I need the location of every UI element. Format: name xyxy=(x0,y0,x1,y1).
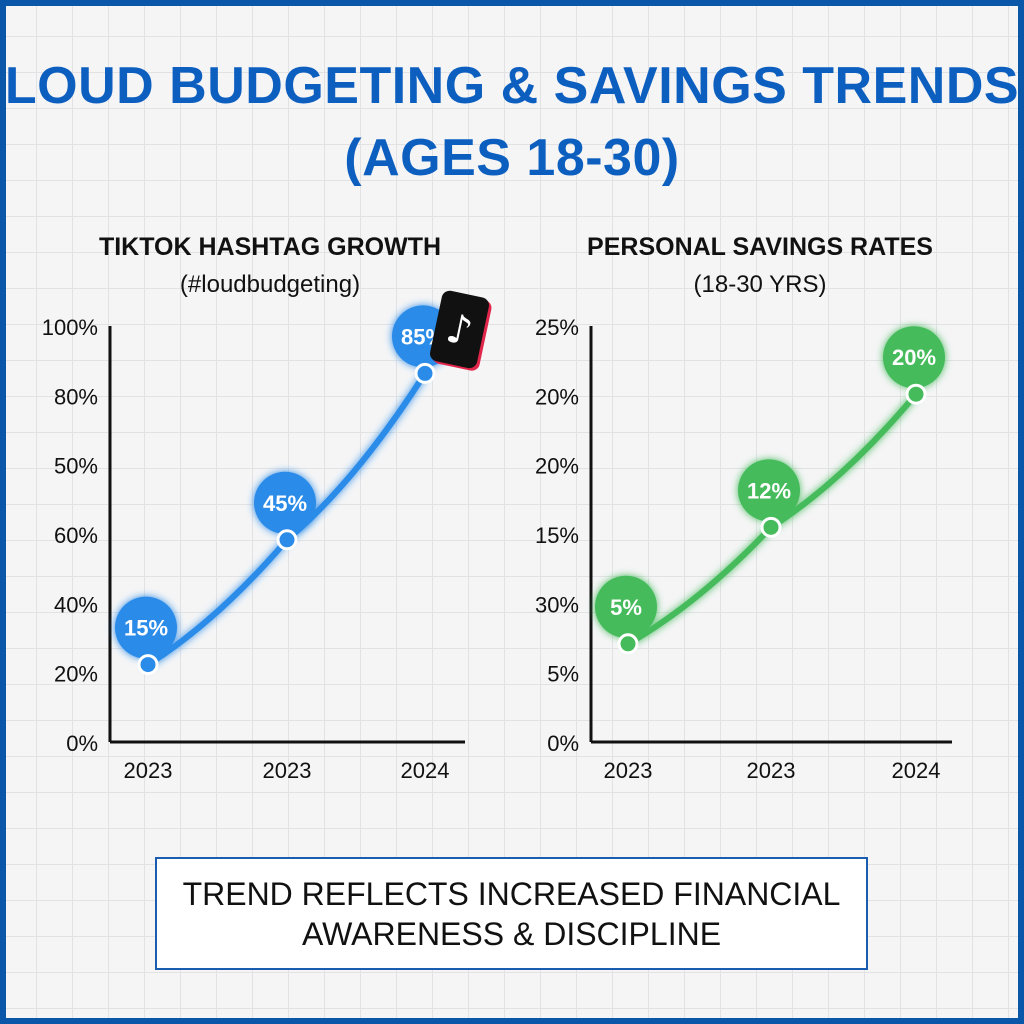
data-point xyxy=(414,362,436,384)
y-tick-label: 15% xyxy=(535,523,579,548)
data-label-bubble xyxy=(883,326,945,389)
y-tick-label: 5% xyxy=(547,662,579,687)
y-tick-label: 80% xyxy=(54,384,98,409)
x-tick-label: 2023 xyxy=(604,758,653,783)
y-tick-label: 30% xyxy=(535,592,579,617)
left-chart-title: TIKTOK HASHTAG GROWTH xyxy=(98,233,442,261)
right-chart-title: PERSONAL SAVINGS RATES xyxy=(587,233,933,261)
y-tick-label: 25% xyxy=(535,315,579,340)
savings-chart: 0% 5% 30% 15% 20% 20% 25% 2023 2023 2024 5% 12% 20% xyxy=(535,315,952,783)
y-tick-label: 20% xyxy=(535,454,579,479)
data-label-bubble xyxy=(254,471,316,534)
x-tick-label: 2023 xyxy=(263,758,312,783)
hashtag-chart: 0%20%40%60%50%80%100%2023 2023 202415%45%8… xyxy=(42,305,465,783)
summary-note: TREND REFLECTS INCREASED FINANCIAL AWARE… xyxy=(155,857,868,970)
data-point xyxy=(905,383,927,405)
tiktok-phone-icon: ♪ xyxy=(430,290,492,371)
x-tick-label: 2024 xyxy=(892,758,941,783)
x-tick-label: 2023 xyxy=(124,758,173,783)
data-point xyxy=(760,516,782,538)
data-point xyxy=(617,633,639,655)
y-tick-label: 0% xyxy=(547,731,579,756)
y-tick-label: 100% xyxy=(42,315,98,340)
data-label: 5% xyxy=(610,595,642,620)
y-tick-label: 40% xyxy=(54,592,98,617)
data-label-bubble xyxy=(738,459,800,522)
data-label-bubble xyxy=(595,575,657,638)
data-point xyxy=(137,654,159,676)
right-chart-subtitle: (18-30 YRS) xyxy=(693,271,827,298)
page-title: LOUD BUDGETING & SAVINGS TRENDS (AGES 18… xyxy=(4,57,1020,187)
x-tick-label: 2024 xyxy=(401,758,450,783)
data-label: 15% xyxy=(124,616,168,641)
left-chart-subtitle: (#loudbudgeting) xyxy=(179,271,361,298)
data-label: 12% xyxy=(747,478,791,503)
y-tick-label: 20% xyxy=(54,662,98,687)
data-label: 45% xyxy=(263,491,307,516)
y-tick-label: 60% xyxy=(54,523,98,548)
data-label: 20% xyxy=(892,345,936,370)
y-tick-label: 0% xyxy=(66,731,98,756)
data-point xyxy=(276,529,298,551)
data-label-bubble xyxy=(115,596,177,659)
y-tick-label: 50% xyxy=(54,454,98,479)
x-tick-label: 2023 xyxy=(747,758,796,783)
y-tick-label: 20% xyxy=(535,384,579,409)
